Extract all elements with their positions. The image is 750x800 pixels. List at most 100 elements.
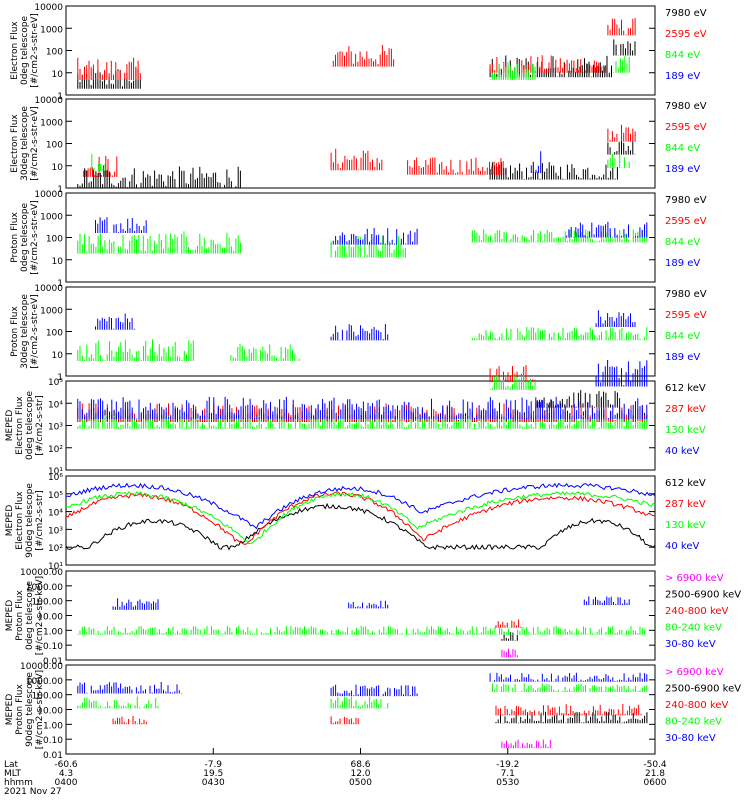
panel-frame [65,570,656,661]
y-tick-label: 0.01 [43,751,63,761]
y-axis-label: [#/cm2-s-str-eV] [30,106,40,181]
y-tick-label: 10000 [34,190,63,200]
x-tick-mlt: 21.8 [645,769,665,779]
data-points [489,62,536,80]
x-tick-hhmm: 0500 [349,778,372,788]
y-tick-label: 1.00 [43,627,63,637]
y-tick-label: 10³ [48,526,63,536]
data-points [566,221,648,238]
y-tick-label: 1 [57,92,63,102]
y-tick-label: 10 [52,163,64,173]
legend-entry: 844 eV [665,237,700,248]
data-points [607,124,636,142]
y-tick-label: 10 [52,351,64,361]
y-tick-label: 10000.00 [20,568,63,578]
data-points [77,231,241,254]
data-points [95,313,135,330]
y-axis-label: [#/cm2-s-str-eV] [30,13,40,88]
y-tick-label: 1.00 [43,721,63,731]
y-axis-label: MEPED [5,694,15,726]
legend-entry: 2500-6900 keV [665,590,741,601]
data-points [330,235,406,258]
data-points [330,716,359,725]
y-tick-label: 10000 [34,3,63,13]
data-points [77,682,182,694]
y-tick-label: 0.01 [43,657,63,667]
x-tick-lat: -60.6 [54,760,78,770]
y-tick-label: 10¹ [48,467,63,477]
y-tick-label: 10000 [34,284,63,294]
y-tick-label: 1000.00 [26,583,63,593]
legend-entry: 2500-6900 keV [665,684,741,695]
y-tick-label: 1 [57,185,63,195]
legend-entry: 2595 eV [665,216,707,227]
panel-frame [65,5,656,96]
data-points [330,148,383,171]
x-tick-mlt: 19.5 [203,769,223,779]
data-points [530,151,542,173]
y-tick-label: 10⁴ [48,509,63,519]
data-points [89,154,106,171]
axis-row-label: MLT [4,769,22,779]
legend-entry: 30-80 keV [665,639,716,650]
y-axis-label: 90deg telescope [25,483,35,558]
legend-entry: 844 eV [665,331,700,342]
data-points [330,324,389,341]
y-axis-label: 0deg telescope [25,581,35,651]
y-tick-label: 100.00 [32,692,64,702]
y-tick-label: 10 [52,257,64,267]
series-line [65,491,656,545]
y-axis-label: [#/cm2-s-str] [35,395,45,455]
legend-entry: 80-240 keV [665,623,722,634]
y-axis-label: 0deg telescope [20,203,30,273]
x-tick-mlt: 4.3 [59,769,73,779]
y-tick-label: 10000 [34,96,63,106]
legend-entry: 2595 eV [665,122,707,133]
data-points [471,229,648,243]
legend-entry: 287 keV [665,499,706,510]
axis-row-label: hhmm [4,778,33,788]
data-points [595,310,636,327]
y-tick-label: 1000 [40,118,63,128]
y-tick-label: 10¹ [48,562,63,572]
legend-entry: 287 keV [665,404,706,415]
series-line [65,502,656,551]
data-points [613,39,636,56]
data-points [95,217,147,233]
y-tick-label: 100 [46,141,63,151]
legend-entry: 30-80 keV [665,733,716,744]
y-tick-label: 100.00 [32,598,64,608]
legend-entry: 240-800 keV [665,606,729,617]
legend-entry: 130 keV [665,520,706,531]
legend-entry: 189 eV [665,71,700,82]
y-axis-label: [#/cm2-s-str-eV] [30,294,40,369]
legend-entry: 40 keV [665,541,699,552]
data-points [112,598,159,610]
x-tick-lat: 68.6 [350,760,370,770]
legend-entry: > 6900 keV [665,573,724,584]
y-tick-label: 10⁵ [48,378,63,388]
data-points [495,703,642,716]
y-tick-label: 1 [57,279,63,289]
data-points [112,715,147,725]
x-tick-lat: -50.4 [643,760,667,770]
y-tick-label: 10.00 [37,613,63,623]
legend-entry: 240-800 keV [665,700,729,711]
x-tick-mlt: 7.1 [501,769,515,779]
y-axis-label: Proton Flux [15,684,25,735]
series-line [66,482,656,530]
data-points [607,140,636,155]
x-tick-hhmm: 0400 [55,778,78,788]
data-points [77,696,159,709]
date-label: 2021 Nov 27 [4,787,62,797]
y-axis-label: Electron Flux [10,114,20,173]
y-tick-label: 10 [52,70,64,80]
axis-row-label: Lat [4,760,19,770]
legend-entry: 130 keV [665,425,706,436]
x-tick-lat: -7.9 [204,760,222,770]
legend-entry: 40 keV [665,446,699,457]
legend-entry: 2595 eV [665,29,707,40]
data-points [77,625,648,635]
y-tick-label: 10³ [48,423,63,433]
y-tick-label: 1 [57,373,63,383]
